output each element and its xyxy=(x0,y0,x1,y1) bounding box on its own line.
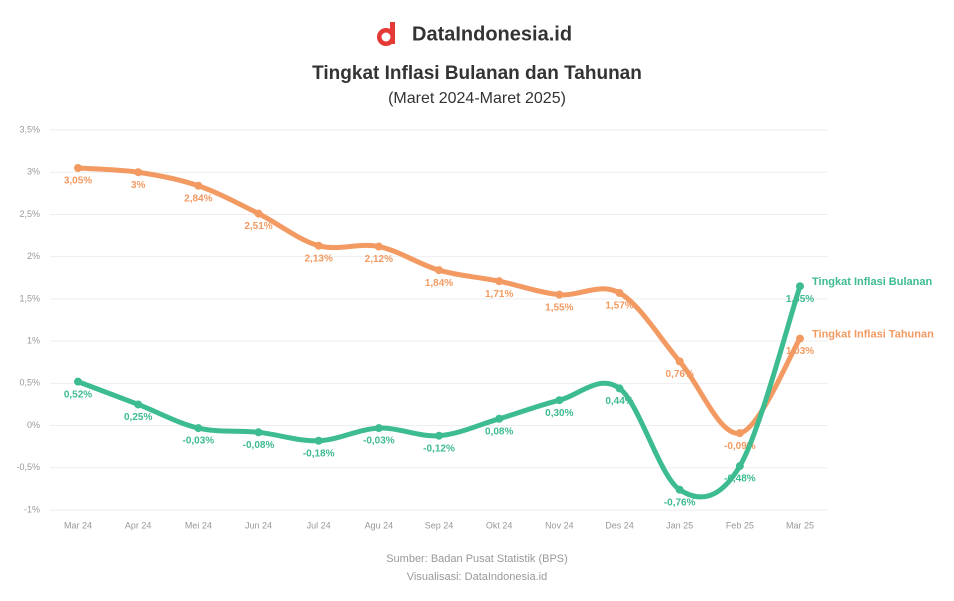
point xyxy=(495,414,504,423)
x-tick-label: Jan 25 xyxy=(666,520,693,530)
y-tick-label: 2,5% xyxy=(19,209,40,219)
legend-label: Tingkat Inflasi Tahunan xyxy=(812,328,934,340)
point xyxy=(194,424,203,433)
brand: DataIndonesia.id xyxy=(412,23,572,45)
y-tick-label: -0,5% xyxy=(16,462,40,472)
point xyxy=(194,181,203,190)
x-tick-label: Des 24 xyxy=(605,520,634,530)
x-tick-label: Jun 24 xyxy=(245,520,272,530)
data-label: 1,55% xyxy=(545,302,573,313)
data-label: -0,12% xyxy=(423,443,455,454)
x-tick-label: Nov 24 xyxy=(545,520,574,530)
chart-title: Tingkat Inflasi Bulanan dan Tahunan xyxy=(312,63,642,84)
data-label: -0,48% xyxy=(724,474,756,485)
point xyxy=(555,396,564,405)
point xyxy=(74,164,82,172)
y-tick-label: 0,5% xyxy=(19,378,40,388)
data-label: 0,30% xyxy=(545,408,573,419)
chart-subtitle: (Maret 2024-Maret 2025) xyxy=(388,90,566,107)
data-label: 3,05% xyxy=(64,176,92,187)
data-label: -0,18% xyxy=(303,448,335,459)
point xyxy=(615,288,624,297)
data-label: 2,12% xyxy=(365,254,393,265)
point xyxy=(374,424,383,433)
data-label: -0,08% xyxy=(243,440,275,451)
data-label: 0,44% xyxy=(605,396,633,407)
y-tick-label: 0% xyxy=(27,420,40,430)
point xyxy=(254,209,263,218)
data-label: 1,84% xyxy=(425,278,453,289)
data-label: 2,51% xyxy=(244,221,272,232)
x-tick-label: Mar 25 xyxy=(786,520,814,530)
point xyxy=(314,241,323,250)
y-tick-label: 1,5% xyxy=(19,293,40,303)
point xyxy=(796,334,804,343)
data-label: -0,03% xyxy=(363,436,395,447)
line xyxy=(75,283,803,500)
x-tick-label: Feb 25 xyxy=(726,520,754,530)
point xyxy=(735,462,744,471)
y-tick-label: 3% xyxy=(27,167,40,177)
x-tick-label: Okt 24 xyxy=(486,520,513,530)
logo xyxy=(377,22,395,46)
point xyxy=(134,400,143,409)
data-label: 1,03% xyxy=(786,346,814,357)
data-label: 2,13% xyxy=(304,253,332,264)
data-label: 1,57% xyxy=(605,301,633,312)
x-tick-label: Mar 24 xyxy=(64,520,92,530)
data-label: -0,76% xyxy=(664,497,696,508)
y-tick-label: -1% xyxy=(24,504,40,514)
point xyxy=(675,357,684,366)
data-label: -0,03% xyxy=(182,436,214,447)
source: Sumber: Badan Pusat Statistik (BPS) xyxy=(386,553,568,565)
y-tick-label: 3,5% xyxy=(19,124,40,134)
point xyxy=(495,277,504,286)
point xyxy=(555,290,564,299)
point xyxy=(134,168,143,177)
x-tick-label: Agu 24 xyxy=(365,520,394,530)
point xyxy=(435,266,443,275)
x-tick-label: Mei 24 xyxy=(185,520,212,530)
point xyxy=(314,436,323,445)
line xyxy=(75,165,803,436)
point xyxy=(615,384,624,393)
point xyxy=(254,428,263,437)
point xyxy=(374,242,383,251)
data-label: 0,52% xyxy=(64,389,92,400)
data-label: -0,09% xyxy=(724,441,756,452)
legend-label: Tingkat Inflasi Bulanan xyxy=(812,276,932,288)
x-tick-label: Sep 24 xyxy=(425,520,454,530)
data-label: 1,65% xyxy=(786,294,814,305)
point xyxy=(74,377,82,386)
data-label: 0,76% xyxy=(665,369,693,380)
y-tick-label: 2% xyxy=(27,251,40,261)
x-tick-label: Apr 24 xyxy=(125,520,152,530)
data-label: 3% xyxy=(131,180,146,191)
y-tick-label: 1% xyxy=(27,335,40,345)
point xyxy=(435,431,443,440)
point xyxy=(735,429,744,438)
x-tick-label: Jul 24 xyxy=(307,520,331,530)
data-label: 0,08% xyxy=(485,426,513,437)
data-label: 2,84% xyxy=(184,193,212,204)
point xyxy=(796,282,804,291)
credit: Visualisasi: DataIndonesia.id xyxy=(407,571,547,583)
data-label: 1,71% xyxy=(485,289,513,300)
data-label: 0,25% xyxy=(124,412,152,423)
point xyxy=(675,485,684,494)
